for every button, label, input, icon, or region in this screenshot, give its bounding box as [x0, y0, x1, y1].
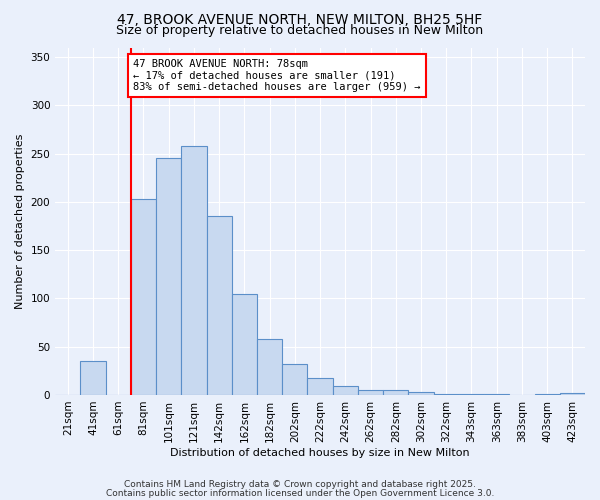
Bar: [434, 394, 459, 395]
Bar: [282, 364, 307, 395]
Bar: [181, 146, 206, 395]
Text: 47, BROOK AVENUE NORTH, NEW MILTON, BH25 5HF: 47, BROOK AVENUE NORTH, NEW MILTON, BH25…: [118, 12, 482, 26]
Text: Size of property relative to detached houses in New Milton: Size of property relative to detached ho…: [116, 24, 484, 37]
Text: Contains HM Land Registry data © Crown copyright and database right 2025.: Contains HM Land Registry data © Crown c…: [124, 480, 476, 489]
Y-axis label: Number of detached properties: Number of detached properties: [15, 134, 25, 309]
Text: Contains public sector information licensed under the Open Government Licence 3.: Contains public sector information licen…: [106, 488, 494, 498]
Bar: [257, 339, 282, 395]
Bar: [307, 378, 332, 395]
Bar: [332, 386, 358, 395]
Bar: [409, 392, 434, 395]
Bar: [459, 394, 484, 395]
Bar: [206, 216, 232, 395]
Bar: [156, 158, 181, 395]
Bar: [358, 390, 383, 395]
Text: 47 BROOK AVENUE NORTH: 78sqm
← 17% of detached houses are smaller (191)
83% of s: 47 BROOK AVENUE NORTH: 78sqm ← 17% of de…: [133, 59, 421, 92]
Bar: [80, 361, 106, 395]
Bar: [484, 394, 509, 395]
Bar: [383, 390, 409, 395]
Bar: [131, 199, 156, 395]
X-axis label: Distribution of detached houses by size in New Milton: Distribution of detached houses by size …: [170, 448, 470, 458]
Bar: [535, 394, 560, 395]
Bar: [560, 393, 585, 395]
Bar: [232, 294, 257, 395]
